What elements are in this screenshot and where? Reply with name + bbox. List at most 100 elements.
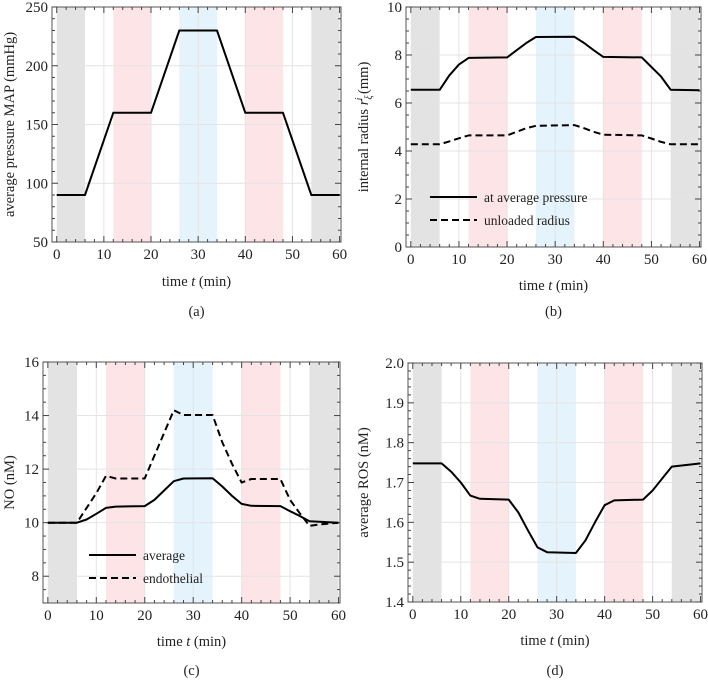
series-line-endothelial [47,409,339,527]
y-axis-label: internal radius rξi (mm) [354,62,375,193]
x-tick-label: 40 [597,607,612,623]
series-line-unloaded-radius [410,124,700,146]
y-tick-label: 8 [395,48,403,64]
x-tick-label: 60 [331,608,346,624]
x-tick-label: 20 [501,607,516,623]
x-tick-label: 10 [89,608,104,624]
x-axis-label-part: (min) [195,274,231,290]
legend-label: unloaded radius [484,213,570,228]
y-tick-label: 6 [395,96,403,112]
legend-label: at average pressure [484,190,587,205]
x-axis-label-part: t [550,633,555,649]
x-tick-label: 30 [548,252,563,268]
band-pink [603,7,642,247]
panel-caption: (d) [547,663,564,679]
x-tick-label: 40 [234,608,249,624]
y-tick-label: 200 [26,59,49,75]
x-tick-label: 40 [238,247,253,263]
x-tick-label: 30 [191,247,206,263]
band-gray [309,362,339,603]
y-tick-label: 10 [387,0,402,16]
y-tick-label: 2 [395,192,403,208]
x-axis-label-part: t [191,274,196,290]
y-tick-label: 50 [33,235,48,251]
x-tick-label: 10 [453,607,468,623]
x-tick-label: 60 [693,607,708,623]
x-axis-label: time t (min) [519,278,588,294]
y-axis-label-part: average ROS (nM) [356,427,372,538]
y-tick-label: 1.4 [385,595,404,611]
band-gray [410,7,440,247]
x-tick-label: 0 [407,252,415,268]
y-tick-label: 100 [26,176,49,192]
x-tick-label: 20 [137,608,152,624]
y-axis-label-part: NO (nM) [2,455,18,510]
x-tick-label: 50 [644,252,659,268]
y-tick-label: 150 [26,118,49,134]
band-pink [468,7,508,247]
x-axis-label: time t (min) [157,634,226,650]
y-axis-label: NO (nM) [2,455,18,510]
x-tick-label: 0 [53,247,61,263]
y-tick-label: 10 [24,516,39,532]
x-tick-label: 50 [285,247,300,263]
panel-caption: (b) [545,304,562,320]
x-axis-label: time t (min) [162,274,231,290]
y-tick-label: 8 [32,569,40,585]
x-tick-label: 20 [144,247,159,263]
y-tick-label: 2.0 [385,356,404,372]
band-pink [241,362,281,603]
band-pink [105,362,145,603]
x-axis-label-part: t [186,634,191,650]
y-axis-label: average pressure MAP (mmHg) [2,32,18,217]
x-axis-label-part: (min) [554,633,590,649]
y-axis-label-part: average pressure MAP (mmHg) [2,32,18,217]
x-axis-label-part: t [548,278,553,294]
y-tick-label: 1.8 [385,436,404,452]
x-tick-label: 40 [596,252,611,268]
band-gray [47,362,77,603]
x-tick-label: 0 [44,608,52,624]
y-axis-label-symbol: r [356,99,372,105]
panel-caption: (a) [188,304,204,320]
y-axis-label-superscript: i [354,97,365,100]
x-tick-label: 50 [645,607,660,623]
x-tick-label: 20 [500,252,515,268]
series-line-average [47,477,339,524]
x-tick-label: 0 [409,607,417,623]
x-tick-label: 10 [96,247,111,263]
series-line-average-ROS [412,462,701,554]
y-tick-label: 4 [395,144,403,160]
y-tick-label: 250 [26,0,49,16]
series-line-at-average-pressure [410,35,700,92]
legend-label: average [143,548,185,563]
panel-c: 0 10 20 30 40 50 60 8 10 12 14 16 average endothelial… [2,355,346,679]
band-gray [670,7,700,247]
x-axis-label-part: (min) [190,634,226,650]
y-tick-label: 1.6 [385,515,404,531]
panel-d: 0 10 20 30 40 50 60 1.4 1.5 1.6 1.7 1.8 1.9 2.0 time t… [356,356,708,679]
x-tick-label: 10 [451,252,466,268]
panel-b: 0 10 20 30 40 50 60 0 2 4 6 8 10 at average pressure u… [354,0,707,320]
x-axis-label-part: time [519,278,548,294]
y-tick-label: 1.5 [385,555,404,571]
y-tick-label: 1.7 [385,476,404,492]
x-tick-label: 60 [692,252,707,268]
y-tick-label: 12 [24,462,39,478]
y-tick-label: 16 [24,355,40,371]
panel-caption: (c) [183,663,199,679]
x-axis-label-part: (min) [552,278,588,294]
y-tick-label: 1.9 [385,396,404,412]
series-line-MAP [56,29,340,196]
x-axis-label-part: time [157,634,186,650]
x-tick-label: 30 [549,607,564,623]
x-tick-label: 60 [332,247,347,263]
y-axis-label-part: (mm) [356,62,372,98]
x-axis-label-part: time [520,633,549,649]
legend-label: endothelial [143,571,203,586]
x-tick-label: 50 [283,608,298,624]
y-tick-label: 0 [395,240,403,256]
x-tick-label: 30 [186,608,201,624]
x-axis-label-part: time [162,274,191,290]
